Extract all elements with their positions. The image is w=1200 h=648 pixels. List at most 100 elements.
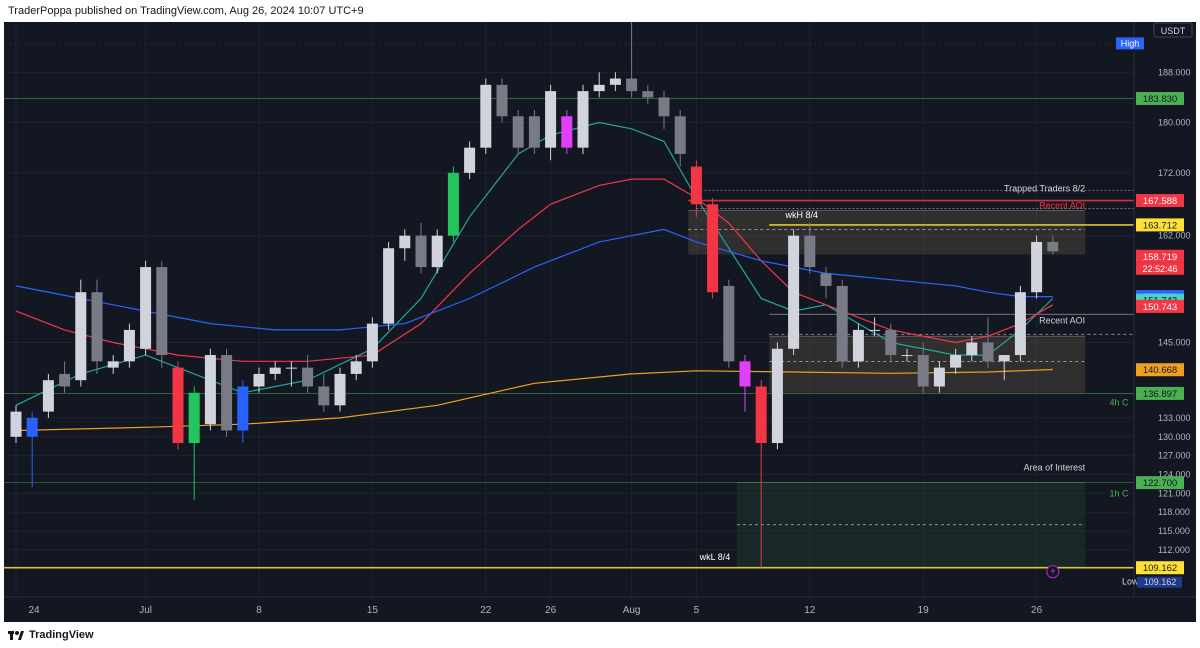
candle-body — [626, 78, 638, 92]
low-badge-text: 109.162 — [1144, 577, 1177, 587]
candle-body — [771, 348, 783, 444]
y-tick-label: 118.000 — [1158, 507, 1190, 517]
candle-body — [561, 116, 573, 148]
candle-body — [26, 417, 38, 437]
price-level-badge-text: 122.700 — [1143, 478, 1177, 489]
y-tick-label: 172.000 — [1158, 168, 1191, 178]
chart-annotation: wkL 8/4 — [699, 552, 731, 562]
price-level-badge — [1136, 363, 1184, 377]
candle-body — [950, 355, 962, 368]
high-badge-text: High — [1121, 38, 1140, 48]
candle-body — [788, 235, 800, 349]
x-tick-label: Jul — [139, 605, 152, 616]
price-level-badge-text: 140.668 — [1143, 365, 1177, 376]
candle-body — [431, 235, 443, 268]
candle-body — [383, 248, 395, 324]
y-tick-label: 162.000 — [1158, 231, 1191, 241]
y-tick-label: 130.000 — [1158, 432, 1191, 442]
countdown-badge — [1136, 262, 1184, 275]
high-badge — [1116, 37, 1144, 50]
candle-body — [1014, 292, 1026, 356]
chart-annotation: 1h C — [1110, 488, 1130, 498]
price-level-badge-text: 163.712 — [1143, 220, 1177, 231]
candle-body — [59, 373, 71, 387]
chart-annotation: 4h C — [1110, 397, 1130, 407]
y-tick-label: 112.000 — [1158, 545, 1190, 555]
x-tick-label: 12 — [804, 605, 816, 616]
x-tick-label: 24 — [28, 605, 40, 616]
chart-annotation: Area of Interest — [1024, 463, 1086, 473]
candle-body — [658, 97, 670, 117]
y-tick-label: 121.000 — [1158, 488, 1191, 498]
publisher-line: TraderPoppa published on TradingView.com… — [8, 5, 364, 17]
y-tick-label: 145.000 — [1158, 337, 1191, 347]
candle-body — [642, 91, 654, 98]
candlestick-chart[interactable]: Trapped Traders 8/2 Recent AOI wkH 8/4 Rece… — [4, 22, 1196, 622]
candle-body — [350, 361, 362, 374]
low-label: Low — [1122, 577, 1139, 587]
countdown-badge-text: 22:52:46 — [1142, 264, 1177, 274]
x-tick-label: 26 — [1031, 605, 1043, 616]
ema-line — [15, 228, 1053, 331]
lightning-icon — [1050, 566, 1056, 576]
candle-body — [674, 116, 686, 154]
chart-annotation: Recent AOI — [1039, 316, 1085, 326]
candle-body — [107, 361, 119, 368]
price-level-badge — [1136, 476, 1184, 490]
candle-body — [545, 91, 557, 148]
x-tick-label: 15 — [367, 605, 379, 616]
chart-annotation: Recent AOI — [1039, 201, 1085, 211]
chart-area[interactable]: Trapped Traders 8/2 Recent AOI wkH 8/4 Rece… — [4, 22, 1196, 622]
candle-body — [609, 78, 621, 85]
candle-body — [820, 273, 832, 286]
chart-annotation: Trapped Traders 8/2 — [1004, 184, 1085, 194]
candle-body — [75, 292, 87, 381]
price-level-badge — [1136, 218, 1184, 232]
currency-label — [1153, 22, 1193, 38]
candle-body — [334, 373, 346, 406]
x-tick-label: 5 — [694, 605, 700, 616]
header-bar: TraderPoppa published on TradingView.com… — [0, 0, 1200, 22]
x-tick-label: 26 — [545, 605, 557, 616]
candle-body — [690, 166, 702, 205]
candle-body — [739, 361, 751, 387]
y-tick-label: 188.000 — [1158, 67, 1191, 77]
price-axis — [1134, 22, 1196, 622]
candle-body — [415, 235, 427, 268]
x-tick-label: 8 — [256, 605, 262, 616]
candle-body — [10, 411, 22, 437]
chart-annotation: wkH 8/4 — [785, 210, 819, 220]
footer-bar: TradingView — [0, 624, 1200, 648]
x-tick-label: Aug — [623, 605, 641, 616]
price-level-badge-text: 158.719 — [1143, 252, 1177, 263]
candle-body — [755, 386, 767, 444]
tradingview-logo[interactable]: TradingView — [8, 629, 94, 641]
candle-body — [723, 285, 735, 362]
candle-body — [318, 386, 330, 406]
candle-body — [237, 386, 249, 431]
candle-body — [512, 116, 524, 148]
candle-body — [836, 285, 848, 362]
candle-body — [1031, 241, 1043, 293]
price-level-badge — [1136, 194, 1184, 208]
candle-body — [852, 329, 864, 362]
candle-body — [901, 355, 913, 357]
candle-body — [933, 367, 945, 387]
candle-body — [156, 267, 168, 356]
candle-body — [1047, 241, 1059, 252]
candle-body — [399, 235, 411, 249]
candle-body — [707, 204, 719, 293]
candle-body — [123, 329, 135, 362]
price-level-badge-text: 136.897 — [1143, 389, 1177, 400]
y-tick-label: 124.000 — [1158, 469, 1191, 479]
candle-body — [804, 235, 816, 268]
zone-box — [736, 482, 1086, 568]
candle-body — [869, 329, 881, 331]
candle-body — [982, 342, 994, 362]
tradingview-brand: TradingView — [29, 629, 94, 641]
zone-box — [688, 210, 1086, 255]
price-level-badge — [1136, 386, 1184, 400]
candle-body — [269, 367, 281, 374]
candle-body — [998, 355, 1010, 362]
candle-body — [221, 355, 233, 431]
